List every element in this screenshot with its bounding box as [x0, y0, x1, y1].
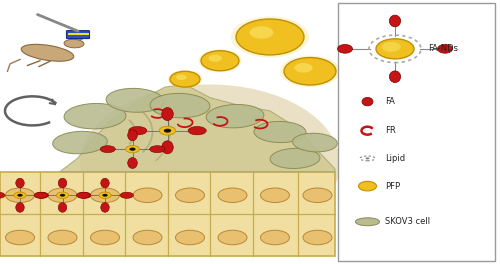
Ellipse shape — [133, 230, 162, 245]
Circle shape — [99, 192, 111, 199]
Ellipse shape — [128, 158, 138, 168]
Text: PFP: PFP — [385, 182, 400, 191]
Ellipse shape — [128, 126, 147, 135]
Ellipse shape — [52, 131, 108, 154]
Ellipse shape — [80, 84, 340, 243]
Ellipse shape — [75, 37, 83, 40]
Circle shape — [56, 192, 68, 199]
Circle shape — [280, 55, 340, 87]
Ellipse shape — [16, 203, 24, 212]
Ellipse shape — [16, 178, 24, 188]
Ellipse shape — [362, 97, 373, 106]
Ellipse shape — [76, 192, 90, 198]
Circle shape — [126, 145, 140, 153]
Ellipse shape — [48, 188, 77, 202]
Ellipse shape — [206, 105, 264, 128]
Ellipse shape — [260, 188, 290, 202]
Ellipse shape — [101, 203, 109, 212]
Text: Lipid: Lipid — [385, 154, 405, 163]
Ellipse shape — [35, 192, 48, 198]
Circle shape — [102, 194, 108, 197]
Bar — [68, 33, 88, 35]
Circle shape — [366, 157, 370, 159]
Circle shape — [250, 26, 274, 39]
Ellipse shape — [390, 71, 400, 83]
Circle shape — [18, 194, 22, 197]
Circle shape — [284, 58, 336, 85]
Circle shape — [382, 42, 400, 52]
Circle shape — [201, 51, 239, 71]
Ellipse shape — [133, 188, 162, 202]
Circle shape — [198, 49, 242, 72]
Circle shape — [294, 63, 312, 73]
Circle shape — [170, 71, 200, 87]
Ellipse shape — [162, 141, 173, 154]
Ellipse shape — [6, 230, 34, 245]
Ellipse shape — [303, 230, 332, 245]
Polygon shape — [60, 84, 335, 172]
Ellipse shape — [338, 44, 352, 53]
Ellipse shape — [176, 188, 204, 202]
Ellipse shape — [120, 192, 134, 198]
Circle shape — [60, 194, 65, 197]
Circle shape — [358, 181, 376, 191]
Ellipse shape — [6, 188, 34, 202]
Ellipse shape — [90, 188, 120, 202]
Text: FA: FA — [385, 97, 395, 106]
Circle shape — [231, 16, 309, 58]
Ellipse shape — [128, 130, 138, 141]
Circle shape — [159, 126, 176, 135]
FancyBboxPatch shape — [338, 3, 495, 261]
Circle shape — [236, 19, 304, 55]
Ellipse shape — [438, 44, 452, 53]
Ellipse shape — [101, 178, 109, 188]
Ellipse shape — [48, 230, 77, 245]
Circle shape — [208, 55, 222, 62]
Text: SKOV3 cell: SKOV3 cell — [385, 217, 430, 226]
Ellipse shape — [150, 146, 165, 153]
Ellipse shape — [64, 103, 126, 129]
Ellipse shape — [64, 39, 84, 48]
Ellipse shape — [218, 188, 247, 202]
Ellipse shape — [90, 230, 120, 245]
Ellipse shape — [162, 107, 173, 121]
Text: FA-NDs: FA-NDs — [428, 44, 458, 53]
Bar — [0, 172, 335, 256]
Ellipse shape — [78, 192, 91, 198]
Ellipse shape — [360, 156, 375, 161]
Ellipse shape — [303, 188, 332, 202]
FancyBboxPatch shape — [66, 31, 90, 39]
Ellipse shape — [356, 218, 380, 226]
Ellipse shape — [34, 192, 48, 198]
Ellipse shape — [58, 203, 66, 212]
Ellipse shape — [0, 192, 5, 198]
Ellipse shape — [188, 126, 206, 135]
Circle shape — [164, 129, 171, 133]
Ellipse shape — [21, 44, 74, 61]
Ellipse shape — [270, 148, 320, 168]
Ellipse shape — [390, 15, 400, 27]
Ellipse shape — [58, 178, 66, 188]
Ellipse shape — [176, 230, 204, 245]
Circle shape — [168, 70, 202, 88]
Circle shape — [130, 148, 136, 151]
Circle shape — [376, 39, 414, 59]
Ellipse shape — [292, 133, 338, 152]
Circle shape — [176, 74, 186, 80]
Ellipse shape — [100, 146, 116, 153]
Ellipse shape — [260, 230, 290, 245]
Circle shape — [14, 192, 26, 199]
Ellipse shape — [106, 88, 164, 112]
Text: FR: FR — [385, 126, 396, 135]
Ellipse shape — [218, 230, 247, 245]
Ellipse shape — [150, 93, 210, 118]
Ellipse shape — [254, 121, 306, 143]
